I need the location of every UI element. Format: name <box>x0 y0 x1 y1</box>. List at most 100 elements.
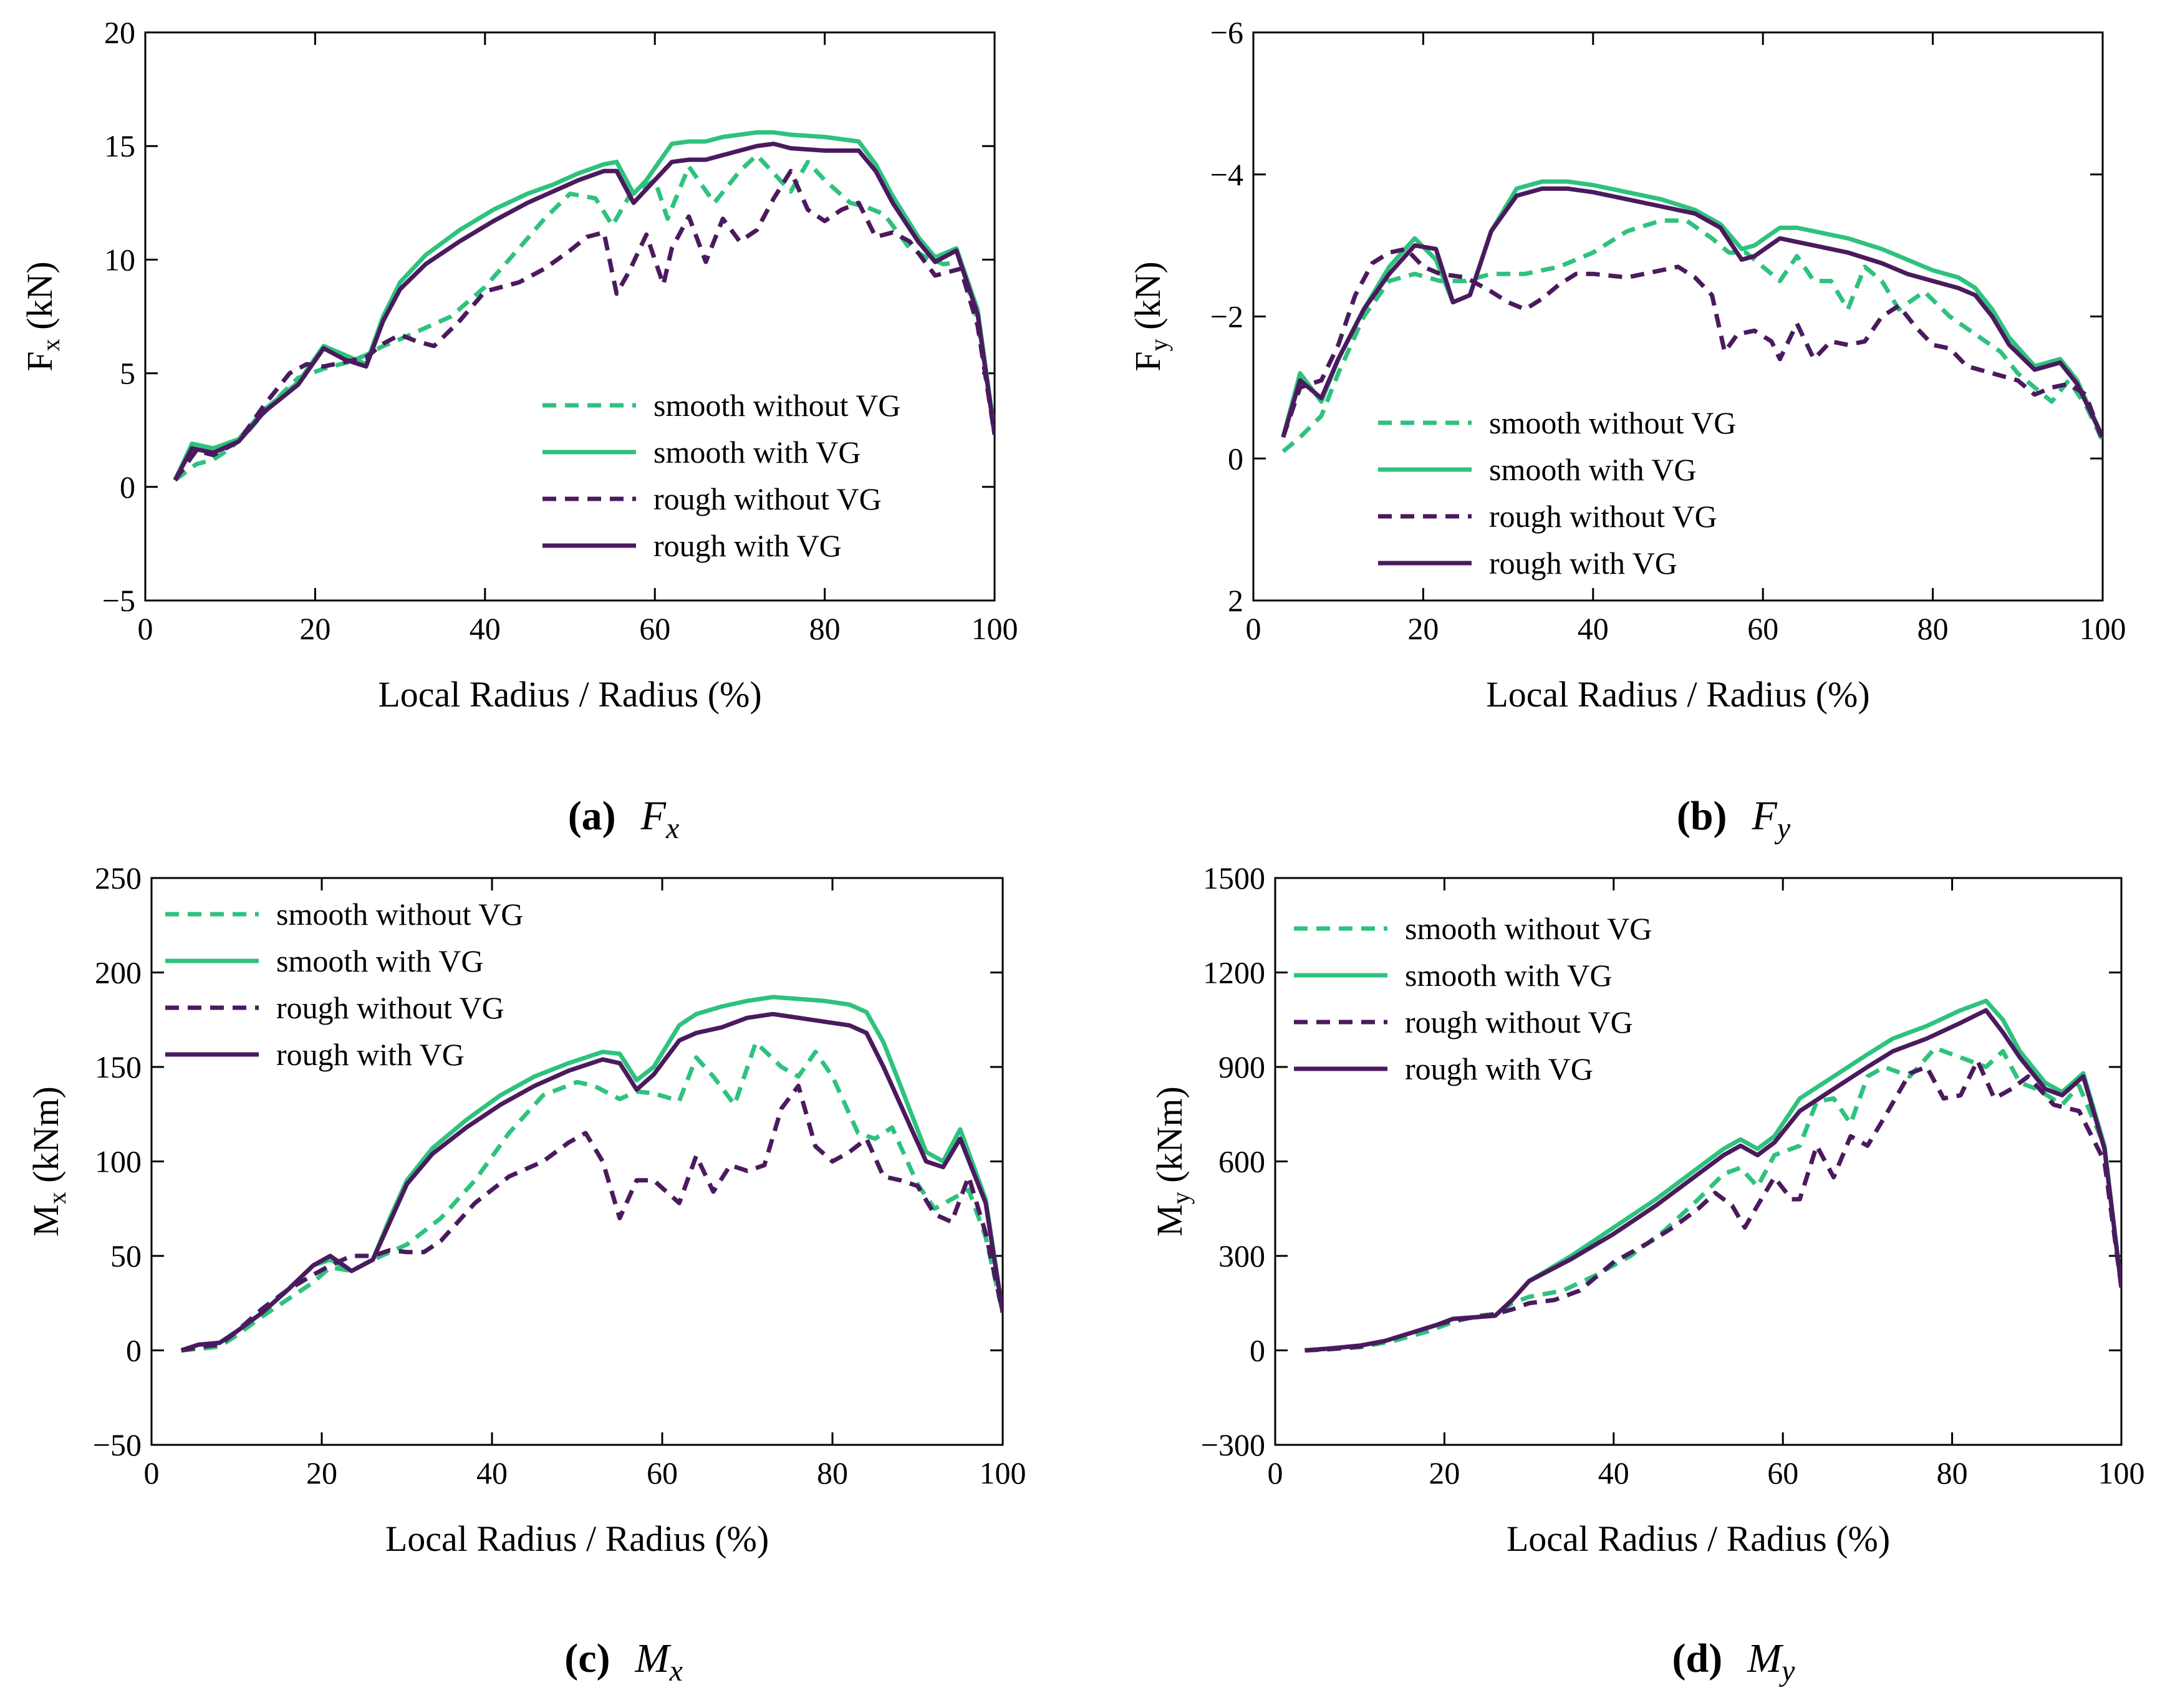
y-tick-label: 150 <box>95 1049 142 1084</box>
x-tick-label: 60 <box>1767 1455 1798 1490</box>
series-line-rough-with-vg <box>1304 1008 2121 1353</box>
legend-label: smooth with VG <box>653 435 861 470</box>
x-tick-label: 40 <box>1598 1455 1629 1490</box>
x-tick-label: 60 <box>1747 611 1778 646</box>
y-axis-title-subscript: x <box>43 1192 71 1204</box>
y-axis-title-subscript: y <box>1145 339 1173 351</box>
panel-caption: (c) Mx <box>564 1636 683 1687</box>
y-tick-label: −50 <box>93 1427 142 1462</box>
y-tick-label: 900 <box>1218 1049 1265 1084</box>
y-axis-title: My (kNm) <box>1149 1086 1195 1237</box>
series-line-rough-without-vg <box>173 168 995 481</box>
x-tick-label: 80 <box>809 611 841 646</box>
legend-label: rough with VG <box>1405 1051 1593 1086</box>
x-tick-label: 40 <box>476 1455 508 1490</box>
y-axis-title: Fy (kN) <box>1127 261 1173 371</box>
caption-tag: (d) <box>1672 1636 1723 1681</box>
x-tick-label: 0 <box>1268 1455 1283 1490</box>
y-axis-title-symbol: F <box>19 351 60 371</box>
caption-symbol: F <box>1752 793 1778 839</box>
series-line-smooth-with-vg <box>1281 179 2103 438</box>
y-tick-label: 20 <box>104 15 135 50</box>
caption-subscript: x <box>668 1654 682 1687</box>
y-axis-title-symbol: M <box>26 1204 66 1237</box>
caption-subscript: y <box>1778 1654 1795 1687</box>
y-tick-label: 300 <box>1218 1238 1265 1273</box>
y-tick-label: −5 <box>102 583 135 618</box>
legend-label: rough without VG <box>1489 499 1717 534</box>
x-tick-label: 100 <box>972 611 1018 646</box>
y-tick-label: 50 <box>110 1238 142 1273</box>
series-line-smooth-without-vg <box>1281 218 2103 453</box>
x-tick-label: 80 <box>1917 611 1949 646</box>
series-line-smooth-without-vg <box>181 1040 1003 1353</box>
y-tick-label: 0 <box>1250 1333 1265 1368</box>
y-tick-label: 5 <box>120 356 135 391</box>
legend-label: rough with VG <box>653 528 842 563</box>
y-axis-title-unit: (kNm) <box>1149 1086 1190 1192</box>
caption-symbol: F <box>640 793 667 839</box>
legend-label: smooth without VG <box>1405 911 1652 946</box>
x-axis-title: Local Radius / Radius (%) <box>378 674 761 715</box>
legend-label: rough without VG <box>1405 1005 1633 1040</box>
x-axis-title: Local Radius / Radius (%) <box>1507 1518 1890 1559</box>
caption-symbol: M <box>1747 1636 1784 1681</box>
y-tick-label: 600 <box>1218 1144 1265 1179</box>
x-tick-label: 40 <box>470 611 501 646</box>
x-tick-label: 20 <box>1407 611 1439 646</box>
x-tick-label: 100 <box>980 1455 1026 1490</box>
y-tick-label: −4 <box>1210 157 1243 192</box>
legend-label: smooth with VG <box>276 943 483 978</box>
series-line-smooth-without-vg <box>1304 1046 2121 1353</box>
y-axis-title-symbol: F <box>1127 351 1168 371</box>
panel-caption: (a) Fx <box>568 793 680 845</box>
legend-label: smooth with VG <box>1489 452 1696 487</box>
series-line-smooth-with-vg <box>173 130 995 481</box>
y-axis-title-subscript: x <box>37 339 65 351</box>
x-tick-label: 0 <box>144 1455 160 1490</box>
series-line-smooth-without-vg <box>173 153 995 482</box>
series-line-rough-without-vg <box>1281 246 2103 442</box>
caption-symbol: M <box>634 1636 672 1681</box>
x-axis-title: Local Radius / Radius (%) <box>1486 674 1869 715</box>
y-tick-label: 200 <box>95 955 142 990</box>
y-axis-title-symbol: M <box>1149 1204 1190 1237</box>
x-tick-label: 20 <box>299 611 330 646</box>
plot-frame <box>144 31 996 602</box>
series-line-rough-with-vg <box>1281 186 2103 438</box>
y-tick-label: 0 <box>126 1333 142 1368</box>
legend-label: rough with VG <box>1489 546 1677 581</box>
chart-panel-my: 0 20 40 60 80 100−300030060090012001500Local … <box>1149 861 2145 1687</box>
series-line-rough-without-vg <box>1304 1058 2121 1353</box>
panel-caption: (b) Fy <box>1677 793 1791 845</box>
y-tick-label: 10 <box>104 242 135 277</box>
y-tick-label: 250 <box>95 861 142 895</box>
x-tick-label: 0 <box>1246 611 1261 646</box>
y-tick-label: 0 <box>1228 441 1243 476</box>
y-tick-label: 15 <box>104 128 135 163</box>
series-line-rough-with-vg <box>180 1011 1003 1353</box>
y-tick-label: 2 <box>1228 583 1243 618</box>
x-tick-label: 80 <box>817 1455 848 1490</box>
caption-tag: (c) <box>564 1636 610 1681</box>
y-axis-title-unit: (kN) <box>1127 261 1168 339</box>
y-tick-label: −300 <box>1201 1427 1265 1462</box>
caption-subscript: x <box>665 812 679 845</box>
plot-frame <box>1274 877 2123 1446</box>
y-tick-label: 0 <box>120 470 135 504</box>
caption-subscript: y <box>1774 812 1791 845</box>
x-tick-label: 100 <box>2098 1455 2145 1490</box>
x-tick-label: 60 <box>639 611 670 646</box>
caption-tag: (a) <box>568 793 616 839</box>
legend-label: rough with VG <box>276 1037 465 1072</box>
x-tick-label: 60 <box>647 1455 678 1490</box>
y-tick-label: −2 <box>1210 299 1243 334</box>
legend-label: rough without VG <box>653 481 882 516</box>
caption-tag: (b) <box>1677 793 1727 839</box>
legend-label: rough without VG <box>276 990 504 1025</box>
y-tick-label: 1500 <box>1203 861 1265 895</box>
